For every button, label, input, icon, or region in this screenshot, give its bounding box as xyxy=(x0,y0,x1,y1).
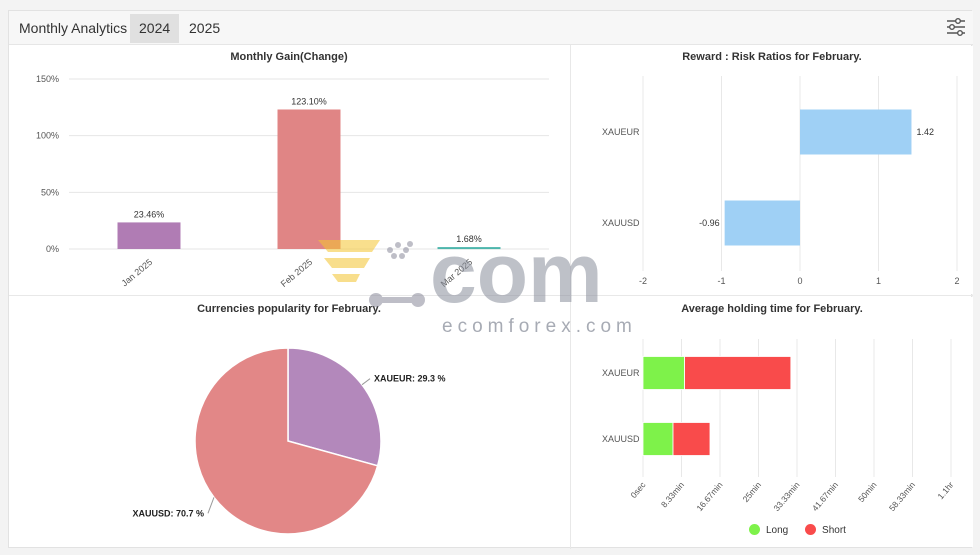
legend-long-swatch xyxy=(749,524,760,535)
rr-value-label: 1.42 xyxy=(916,127,934,137)
gain-x-tick-label: Mar 2025 xyxy=(439,257,475,289)
page-title: Monthly Analytics xyxy=(19,20,128,36)
rr-y-tick-label: XAUUSD xyxy=(602,218,640,228)
gain-bar xyxy=(277,109,341,249)
pie-slice-label: XAUUSD: 70.7 % xyxy=(132,508,204,518)
hold-x-tick-label: 50min xyxy=(856,480,879,504)
holding-time-legend: Long Short xyxy=(749,524,860,536)
gain-y-tick-label: 0% xyxy=(46,244,59,254)
rr-bar xyxy=(724,200,800,246)
rr-x-tick-label: 0 xyxy=(797,276,802,286)
rr-bar xyxy=(800,109,912,155)
gain-bar xyxy=(437,247,501,250)
pie-slice xyxy=(287,347,382,467)
monthly-gain-title: Monthly Gain(Change) xyxy=(230,51,348,63)
rr-x-tick-label: -2 xyxy=(639,276,647,286)
rr-x-tick-label: -1 xyxy=(717,276,725,286)
rr-y-tick-label: XAUEUR xyxy=(602,127,640,137)
holding-time-panel: Average holding time for February. 0sec 8… xyxy=(571,297,973,547)
hold-x-tick-label: 0sec xyxy=(628,479,648,500)
hold-x-tick-label: 58.33min xyxy=(887,480,917,513)
hold-bar-segment xyxy=(672,422,711,456)
legend-item-short[interactable]: Short xyxy=(805,524,846,536)
reward-risk-title: Reward : Risk Ratios for February. xyxy=(682,51,862,63)
gain-x-tick-label: Feb 2025 xyxy=(279,257,315,289)
currencies-popularity-title: Currencies popularity for February. xyxy=(197,303,381,315)
hold-x-tick-label: 1.1hr xyxy=(935,480,955,501)
monthly-gain-panel: Monthly Gain(Change) 0% 50% 100% 150% 23.46%… xyxy=(9,46,569,294)
gain-y-tick-label: 150% xyxy=(36,74,59,84)
pie-label-connector xyxy=(207,497,215,514)
rr-x-tick-label: 2 xyxy=(954,276,959,286)
hold-y-tick-label: XAUUSD xyxy=(602,434,640,444)
gain-value-label: 123.10% xyxy=(291,96,327,106)
legend-short-swatch xyxy=(805,524,817,535)
reward-risk-chart: -2 -1 0 1 2 1.42 XAUEUR -0.96 XAUUSD xyxy=(602,76,960,286)
currencies-pie-chart: XAUEUR: 29.3 % XAUUSD: 70.7 % xyxy=(132,347,446,535)
holding-time-title: Average holding time for February. xyxy=(681,303,863,315)
tab-2025[interactable]: 2025 xyxy=(189,20,221,36)
pie-slice-label: XAUEUR: 29.3 % xyxy=(374,374,446,384)
hold-x-tick-label: 41.67min xyxy=(810,480,840,513)
hold-y-tick-label: XAUEUR xyxy=(602,368,640,378)
hold-bar-segment xyxy=(684,356,792,390)
hold-x-tick-label: 16.67min xyxy=(694,480,724,513)
panel-divider-horizontal xyxy=(9,295,973,296)
gain-y-tick-label: 100% xyxy=(36,131,59,141)
analytics-card: Monthly Analytics 2024 2025 Monthly Gain… xyxy=(8,10,973,549)
hold-x-tick-label: 33.33min xyxy=(771,480,801,513)
holding-time-chart: 0sec 8.33min 16.67min 25min 33.33min 41.67min… xyxy=(602,339,956,513)
hold-bar-segment xyxy=(642,356,685,390)
gain-y-tick-label: 50% xyxy=(41,187,59,197)
pie-slice xyxy=(194,347,379,535)
hold-x-tick-label: 8.33min xyxy=(659,480,686,510)
monthly-gain-chart: 0% 50% 100% 150% 23.46% Jan 2025 123.10% Feb 20… xyxy=(36,74,549,289)
hold-x-tick-label: 25min xyxy=(740,480,763,504)
rr-x-tick-label: 1 xyxy=(876,276,881,286)
reward-risk-panel: Reward : Risk Ratios for February. -2 -1 0… xyxy=(571,46,973,294)
settings-sliders-icon[interactable] xyxy=(945,16,967,38)
header-bar: Monthly Analytics 2024 2025 xyxy=(9,11,973,45)
tab-2024[interactable]: 2024 xyxy=(130,14,180,43)
currencies-popularity-panel: Currencies popularity for February. XAUE… xyxy=(9,297,569,547)
gain-value-label: 23.46% xyxy=(134,209,165,219)
gain-bar xyxy=(117,222,181,249)
legend-short-label: Short xyxy=(822,525,846,536)
gain-x-tick-label: Jan 2025 xyxy=(119,257,154,288)
pie-label-connector xyxy=(361,378,371,386)
legend-item-long[interactable]: Long xyxy=(749,524,788,536)
hold-bar-segment xyxy=(642,422,674,456)
rr-value-label: -0.96 xyxy=(699,218,720,228)
legend-long-label: Long xyxy=(766,525,789,536)
panel-divider-vertical xyxy=(570,45,571,549)
gain-value-label: 1.68% xyxy=(456,234,482,244)
